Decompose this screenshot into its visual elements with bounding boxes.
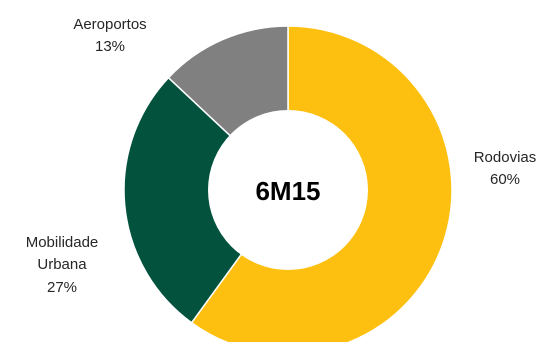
label-mobilidade-value: 27% [47, 279, 77, 296]
label-mobilidade-line1: Mobilidade [26, 234, 99, 251]
slice-mobilidade-urbana [123, 76, 289, 324]
label-mobilidade-line2: Urbana [37, 256, 87, 273]
label-aeroportos: Aeroportos 13% [73, 16, 146, 55]
label-rodovias-name: Rodovias [474, 149, 537, 166]
donut-hole [208, 110, 368, 270]
label-aeroportos-name: Aeroportos [73, 16, 146, 33]
label-rodovias-value: 60% [490, 171, 520, 188]
label-rodovias: Rodovias 60% [474, 149, 537, 188]
label-mobilidade-urbana: Mobilidade Urbana 27% [26, 234, 99, 296]
center-label: 6M15 [255, 176, 320, 206]
label-aeroportos-value: 13% [95, 38, 125, 55]
